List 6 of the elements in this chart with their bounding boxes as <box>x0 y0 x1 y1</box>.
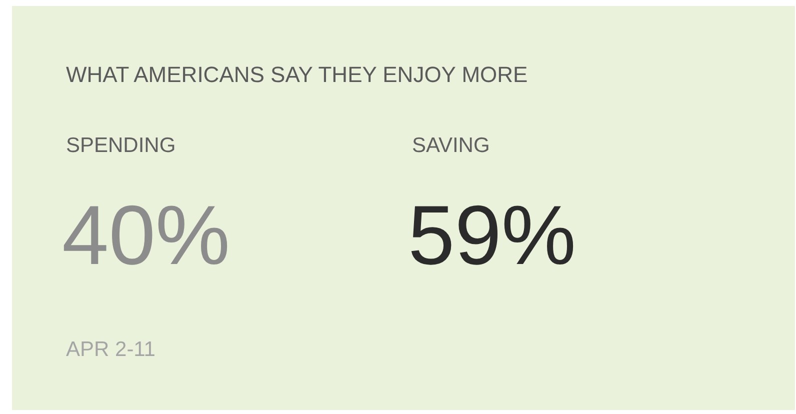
text: WHAT AMERICANS SAY THEY ENJOY MORE <box>66 62 528 87</box>
category-label: SAVING <box>412 134 490 157</box>
data-label: 59% <box>408 188 576 282</box>
text: APR 2-11 <box>66 338 156 361</box>
category-label: SPENDING <box>66 134 176 157</box>
data-label: 40% <box>62 188 230 282</box>
